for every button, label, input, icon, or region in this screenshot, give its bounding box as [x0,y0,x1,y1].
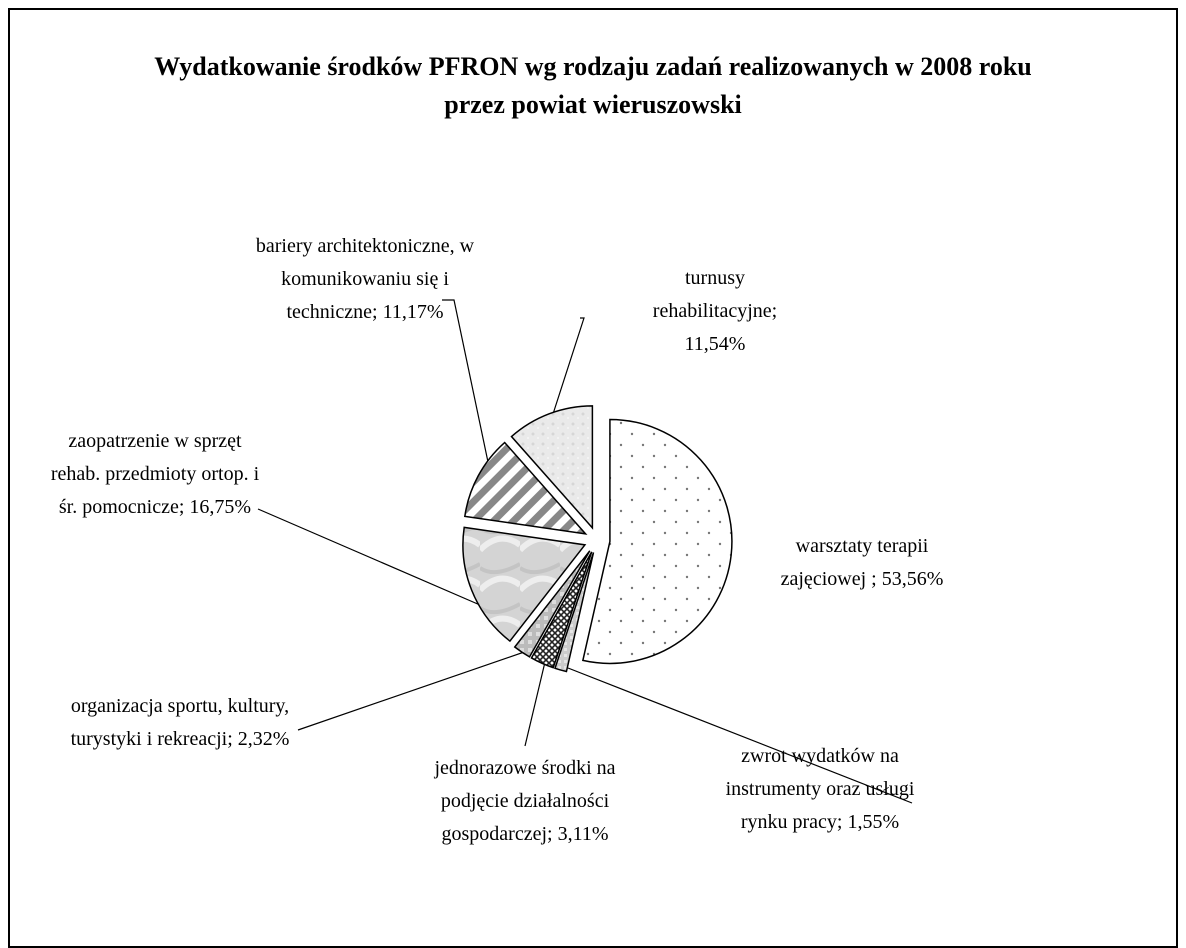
data-label: turnusy rehabilitacyjne; 11,54% [625,262,805,361]
value-label: 11,54% [684,333,746,355]
value-label: 53,56% [881,568,944,590]
page: Wydatkowanie środków PFRON wg rodzaju za… [8,8,1178,948]
category-label: zwrot wydatków na instrumenty oraz usług… [725,745,915,833]
leader-lines [257,299,913,804]
data-label: warsztaty terapii zajęciowej ; 53,56% [757,530,967,596]
category-label: warsztaty terapii zajęciowej ; [780,535,929,590]
leader-line [567,667,913,804]
leader-line [524,661,546,747]
data-label: jednorazowe środki na podjęcie działalno… [425,752,625,851]
leader-line [442,299,489,463]
pie-slice [554,552,595,673]
category-label: zaopatrzenie w sprzęt rehab. przedmioty … [50,430,260,518]
value-label: 2,32% [237,728,290,750]
category-label: turnusy rehabilitacyjne; [652,267,778,322]
data-label: zaopatrzenie w sprzęt rehab. przedmioty … [45,425,265,524]
chart-title: Wydatkowanie środków PFRON wg rodzaju za… [154,52,1032,119]
leader-line [552,317,585,415]
leader-line [297,649,531,731]
pie-slice [462,526,587,643]
value-label: 16,75% [189,496,252,518]
pie-slice [530,551,593,669]
pie-slice [510,405,594,530]
pie-slice [581,418,733,665]
category-label: jednorazowe środki na podjęcie działalno… [434,757,616,845]
value-label: 1,55% [847,811,900,833]
data-label: zwrot wydatków na instrumenty oraz usług… [700,740,940,839]
data-label: bariery architektoniczne, w komunikowani… [250,230,480,329]
data-label: organizacja sportu, kultury, turystyki i… [60,690,300,756]
value-label: 3,11% [557,823,609,845]
leader-line [257,508,481,606]
category-label: bariery architektoniczne, w komunikowani… [255,235,475,323]
pie-slice [463,441,588,535]
category-label: organizacja sportu, kultury, turystyki i… [70,695,290,750]
value-label: 11,17% [382,301,444,323]
chart [257,299,913,804]
pie-slice [513,550,591,658]
